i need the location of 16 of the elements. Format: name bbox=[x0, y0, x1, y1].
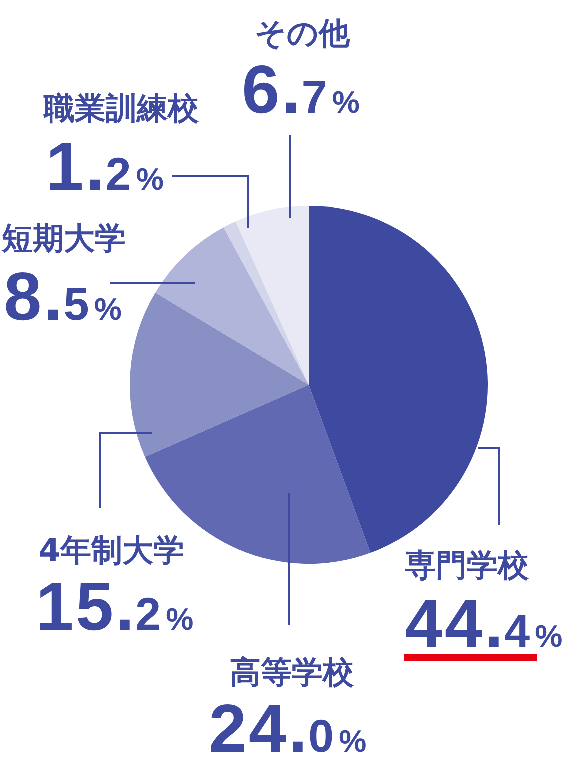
slice-label: その他 bbox=[255, 16, 351, 52]
data-label: 44.4% bbox=[405, 586, 563, 662]
data-label: 6.7% bbox=[242, 52, 360, 128]
pie-slice bbox=[130, 292, 309, 458]
data-label: 1.2% bbox=[46, 129, 164, 205]
pie-slice bbox=[224, 222, 309, 385]
data-label: 8.5% bbox=[4, 259, 122, 335]
data-label: 15.2% bbox=[36, 569, 194, 645]
slice-label: 職業訓練校 bbox=[43, 91, 200, 127]
slice-label: 高等学校 bbox=[230, 655, 355, 691]
slice-label: 4年制大学 bbox=[39, 533, 185, 569]
slice-label: 短期大学 bbox=[1, 221, 126, 257]
slice-label: 専門学校 bbox=[405, 548, 530, 584]
data-label: 24.0% bbox=[209, 691, 367, 760]
pie-slice bbox=[236, 206, 309, 385]
pie-slice bbox=[156, 228, 309, 385]
